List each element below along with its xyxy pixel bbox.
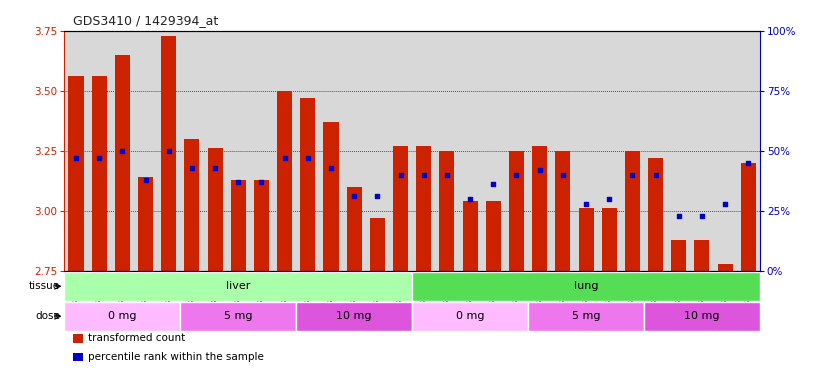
Point xyxy=(695,212,709,218)
Text: 5 mg: 5 mg xyxy=(572,311,601,321)
Point xyxy=(116,148,129,154)
Bar xyxy=(532,146,547,271)
Bar xyxy=(644,302,760,331)
Bar xyxy=(578,209,594,271)
Point xyxy=(301,155,315,161)
Bar xyxy=(486,201,501,271)
Point xyxy=(394,172,407,178)
Point xyxy=(672,212,686,218)
Bar xyxy=(718,263,733,271)
Bar xyxy=(393,146,408,271)
Bar xyxy=(412,302,528,331)
Bar xyxy=(672,240,686,271)
Point xyxy=(603,196,616,202)
Bar xyxy=(64,272,412,301)
Point xyxy=(626,172,639,178)
Text: lung: lung xyxy=(574,281,598,291)
Bar xyxy=(92,76,107,271)
Bar xyxy=(648,158,663,271)
Bar xyxy=(184,139,199,271)
Bar xyxy=(347,187,362,271)
Text: 5 mg: 5 mg xyxy=(224,311,253,321)
Bar xyxy=(695,240,710,271)
Text: 10 mg: 10 mg xyxy=(684,311,719,321)
Point xyxy=(208,164,221,170)
Bar xyxy=(463,201,477,271)
Text: 0 mg: 0 mg xyxy=(108,311,136,321)
Text: 0 mg: 0 mg xyxy=(456,311,484,321)
Bar xyxy=(741,163,756,271)
Point xyxy=(162,148,175,154)
Text: dose: dose xyxy=(36,311,60,321)
Bar xyxy=(555,151,571,271)
Bar xyxy=(254,180,269,271)
Bar xyxy=(278,91,292,271)
Bar xyxy=(416,146,431,271)
Point xyxy=(278,155,292,161)
Text: tissue: tissue xyxy=(29,281,60,291)
Point xyxy=(510,172,523,178)
Point xyxy=(185,164,198,170)
Point xyxy=(649,172,662,178)
Bar xyxy=(439,151,454,271)
Point xyxy=(440,172,453,178)
Point xyxy=(325,164,338,170)
Point xyxy=(719,200,732,207)
Bar xyxy=(115,55,130,271)
Bar xyxy=(509,151,524,271)
Point xyxy=(93,155,106,161)
Point xyxy=(348,193,361,199)
Point xyxy=(556,172,569,178)
Text: GDS3410 / 1429394_at: GDS3410 / 1429394_at xyxy=(73,14,218,27)
Bar xyxy=(180,302,297,331)
Bar xyxy=(412,272,760,301)
Bar xyxy=(301,98,316,271)
Bar xyxy=(64,302,180,331)
Bar xyxy=(370,218,385,271)
Text: liver: liver xyxy=(226,281,250,291)
Point xyxy=(231,179,245,185)
Point xyxy=(487,181,500,187)
Bar xyxy=(207,148,223,271)
Bar xyxy=(161,36,176,271)
Bar xyxy=(625,151,640,271)
Point xyxy=(139,177,152,183)
Text: percentile rank within the sample: percentile rank within the sample xyxy=(88,352,263,362)
Point xyxy=(533,167,546,173)
Point xyxy=(255,179,268,185)
Bar xyxy=(324,122,339,271)
Text: 10 mg: 10 mg xyxy=(336,311,372,321)
Point xyxy=(463,196,477,202)
Bar xyxy=(69,76,83,271)
Point xyxy=(580,200,593,207)
Point xyxy=(69,155,83,161)
Point xyxy=(371,193,384,199)
Bar xyxy=(528,302,644,331)
Point xyxy=(742,160,755,166)
Bar xyxy=(138,177,153,271)
Bar xyxy=(230,180,246,271)
Bar xyxy=(297,302,412,331)
Text: transformed count: transformed count xyxy=(88,333,185,343)
Point xyxy=(417,172,430,178)
Bar xyxy=(601,209,617,271)
